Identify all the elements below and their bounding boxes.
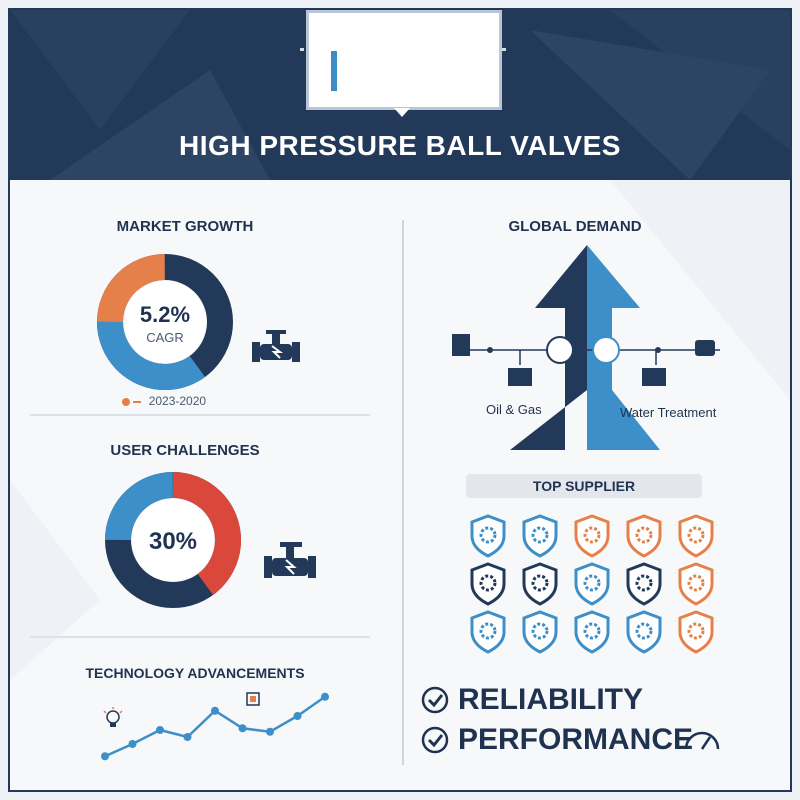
- donut-segment-blue: [97, 254, 233, 390]
- valve-icon: [252, 330, 300, 362]
- supplier-shield-icon: [470, 514, 506, 558]
- banner-left-tick: [300, 48, 304, 51]
- market-growth-unit: CAGR: [146, 330, 184, 345]
- burst-icon: [687, 574, 705, 592]
- trend-point: [183, 733, 192, 741]
- lightbulb-node-icon: [592, 336, 620, 364]
- supplier-shield-icon: [574, 514, 610, 558]
- market-growth-title: MARKET GROWTH: [116, 218, 254, 235]
- chip-icon: [531, 622, 549, 640]
- banner-notch: [394, 108, 410, 117]
- gear-icon: [479, 574, 497, 592]
- supplier-shield-icon: [678, 562, 714, 606]
- user-challenges-donut: [105, 472, 241, 608]
- dollar-gear-icon: [635, 526, 653, 544]
- trend-polyline: [104, 695, 326, 758]
- gear-icon: [531, 526, 549, 544]
- section-divider: [30, 414, 370, 416]
- trend-point: [101, 752, 109, 761]
- supplier-shield-icon: [574, 610, 610, 654]
- supplier-shield-icon: [626, 562, 662, 606]
- check-icon: [421, 686, 449, 714]
- supplier-shield-icon: [470, 562, 506, 606]
- title-banner: [306, 10, 502, 110]
- global-demand-arrow-diagram: [452, 245, 720, 450]
- trend-point: [293, 712, 302, 720]
- supplier-shield-icon: [678, 514, 714, 558]
- card-icon: [635, 574, 653, 592]
- trend-point: [156, 726, 164, 734]
- arrow-right-half: [587, 245, 660, 450]
- gear-icon: [687, 526, 705, 544]
- content-area: MARKET GROWTH 5.2% CAGR 2023-2020 USER C…: [10, 180, 790, 790]
- trend-point: [128, 740, 137, 748]
- gear-icon: [479, 526, 497, 544]
- water-treatment-label: Water Treatment: [620, 405, 717, 420]
- market-growth-value: 5.2%: [139, 302, 191, 327]
- legend-dot: [122, 397, 130, 406]
- water-valve-icon: [695, 340, 715, 356]
- donut-segment-red: [105, 472, 241, 608]
- header-background-pattern: [10, 10, 790, 180]
- lightbulb-icon: [103, 707, 123, 727]
- user-challenges-title: USER CHALLENGES: [110, 442, 260, 459]
- supplier-shield-icon: [470, 610, 506, 654]
- trend-point: [211, 706, 219, 715]
- market-growth-legend: 2023-2020: [122, 394, 206, 408]
- trend-point: [266, 727, 274, 736]
- gauge-icon: [684, 731, 720, 750]
- column-divider: [402, 220, 404, 765]
- supplier-shield-icon: [626, 610, 662, 654]
- supplier-shield-icon: [626, 514, 662, 558]
- top-supplier-title: TOP SUPPLIER: [532, 478, 636, 494]
- supplier-shield-grid: [470, 514, 714, 654]
- gear-icon: [583, 622, 601, 640]
- technology-title: TECHNOLOGY ADVANCEMENTS: [85, 665, 305, 681]
- trend-line: [101, 692, 329, 761]
- gear-icon: [479, 622, 497, 640]
- banner-accent-bar: [331, 51, 337, 91]
- supplier-shield-icon: [678, 610, 714, 654]
- reliability-label: RELIABILITY: [458, 683, 643, 716]
- performance-label: PERFORMANCE: [458, 723, 694, 756]
- supplier-shield-icon: [522, 514, 558, 558]
- trend-point: [238, 724, 247, 733]
- global-demand-title: GLOBAL DEMAND: [508, 218, 642, 235]
- target-icon: [531, 574, 549, 592]
- top-supplier-header: [466, 474, 702, 498]
- header: HIGH PRESSURE BALL VALVES: [10, 10, 790, 180]
- arrow-left-half: [510, 245, 587, 450]
- content-background-pattern: [10, 180, 790, 680]
- factory-icon: [452, 334, 470, 356]
- refinery-icon: [508, 368, 532, 386]
- oil-gas-label: Oil & Gas: [486, 402, 542, 417]
- gear-icon: [583, 526, 601, 544]
- broken-valve-icon: [264, 542, 316, 578]
- gear-icon: [635, 622, 653, 640]
- technology-line-chart: [101, 692, 329, 761]
- trend-point: [321, 692, 329, 701]
- supplier-shield-icon: [522, 562, 558, 606]
- legend-label: 2023-2020: [148, 394, 207, 408]
- chip-icon: [246, 692, 260, 706]
- banner-right-tick: [502, 48, 506, 51]
- page-title: HIGH PRESSURE BALL VALVES: [179, 130, 621, 161]
- section-divider: [30, 636, 370, 638]
- market-growth-donut: [97, 254, 233, 390]
- infographic-frame: HIGH PRESSURE BALL VALVES MARKET GROWTH …: [8, 8, 792, 792]
- supplier-shield-icon: [522, 610, 558, 654]
- user-challenges-value: 30%: [148, 528, 198, 555]
- gear-icon: [687, 622, 705, 640]
- supplier-shield-icon: [574, 562, 610, 606]
- valve-node-icon: [546, 336, 574, 364]
- check-icon: [421, 726, 449, 754]
- gear-icon: [583, 574, 601, 592]
- treatment-plant-icon: [642, 368, 666, 386]
